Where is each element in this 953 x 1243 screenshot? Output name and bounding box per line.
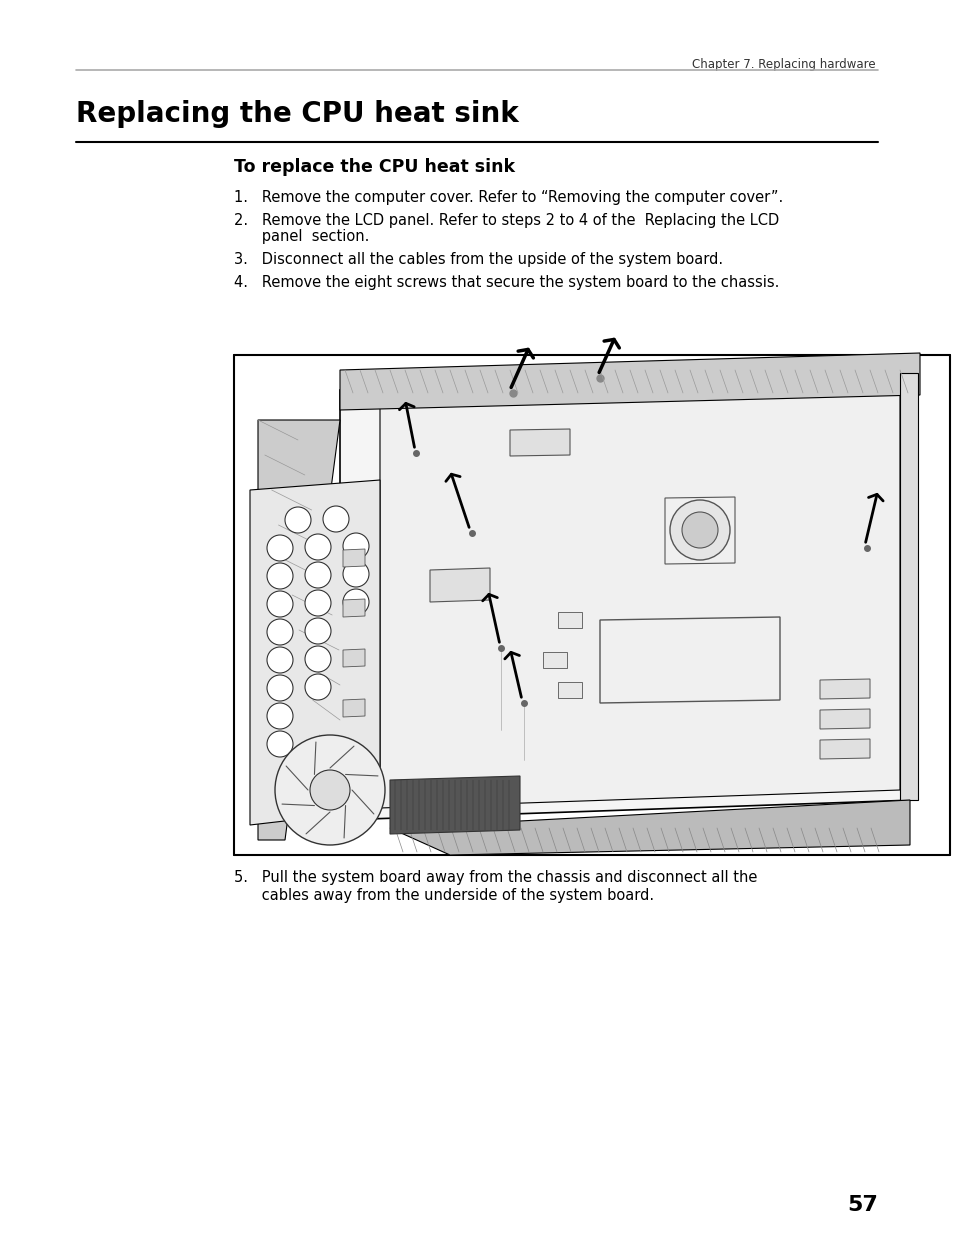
Polygon shape xyxy=(339,372,914,820)
Circle shape xyxy=(343,533,369,559)
Circle shape xyxy=(305,562,331,588)
Polygon shape xyxy=(390,800,909,855)
Text: 57: 57 xyxy=(846,1195,877,1214)
Bar xyxy=(542,653,566,667)
Circle shape xyxy=(323,506,349,532)
Text: panel  section.: panel section. xyxy=(233,229,369,244)
Text: To replace the CPU heat sink: To replace the CPU heat sink xyxy=(233,158,515,177)
Polygon shape xyxy=(257,420,339,840)
Circle shape xyxy=(310,769,350,810)
Circle shape xyxy=(267,675,293,701)
Polygon shape xyxy=(343,750,365,767)
Text: Chapter 7. Replacing hardware: Chapter 7. Replacing hardware xyxy=(692,58,875,71)
Circle shape xyxy=(267,534,293,561)
Text: 1.   Remove the computer cover. Refer to “Removing the computer cover”.: 1. Remove the computer cover. Refer to “… xyxy=(233,190,782,205)
Circle shape xyxy=(267,731,293,757)
Circle shape xyxy=(267,648,293,672)
Circle shape xyxy=(343,561,369,587)
Bar xyxy=(558,612,581,628)
Text: Replacing the CPU heat sink: Replacing the CPU heat sink xyxy=(76,99,518,128)
Polygon shape xyxy=(430,568,490,602)
Circle shape xyxy=(681,512,718,548)
Bar xyxy=(558,682,581,699)
Circle shape xyxy=(285,507,311,533)
Circle shape xyxy=(343,589,369,615)
Polygon shape xyxy=(379,384,899,808)
Circle shape xyxy=(267,619,293,645)
Circle shape xyxy=(267,563,293,589)
Polygon shape xyxy=(510,429,569,456)
Circle shape xyxy=(305,646,331,672)
Polygon shape xyxy=(339,353,919,410)
Text: cables away from the underside of the system board.: cables away from the underside of the sy… xyxy=(233,888,654,902)
Circle shape xyxy=(305,534,331,561)
Polygon shape xyxy=(250,480,379,825)
Polygon shape xyxy=(899,373,917,800)
Text: 4.   Remove the eight screws that secure the system board to the chassis.: 4. Remove the eight screws that secure t… xyxy=(233,275,779,290)
Polygon shape xyxy=(343,699,365,717)
Polygon shape xyxy=(343,599,365,617)
Polygon shape xyxy=(390,776,519,834)
Text: 5.   Pull the system board away from the chassis and disconnect all the: 5. Pull the system board away from the c… xyxy=(233,870,757,885)
Circle shape xyxy=(305,674,331,700)
Circle shape xyxy=(274,735,385,845)
Polygon shape xyxy=(820,709,869,728)
Text: 3.   Disconnect all the cables from the upside of the system board.: 3. Disconnect all the cables from the up… xyxy=(233,252,722,267)
Polygon shape xyxy=(343,549,365,567)
Polygon shape xyxy=(343,649,365,667)
Circle shape xyxy=(305,590,331,617)
Text: 2.   Remove the LCD panel. Refer to steps 2 to 4 of the  Replacing the LCD: 2. Remove the LCD panel. Refer to steps … xyxy=(233,213,779,227)
Polygon shape xyxy=(820,740,869,759)
Polygon shape xyxy=(820,679,869,699)
Circle shape xyxy=(669,500,729,561)
Circle shape xyxy=(267,704,293,728)
Circle shape xyxy=(305,618,331,644)
Circle shape xyxy=(267,590,293,617)
